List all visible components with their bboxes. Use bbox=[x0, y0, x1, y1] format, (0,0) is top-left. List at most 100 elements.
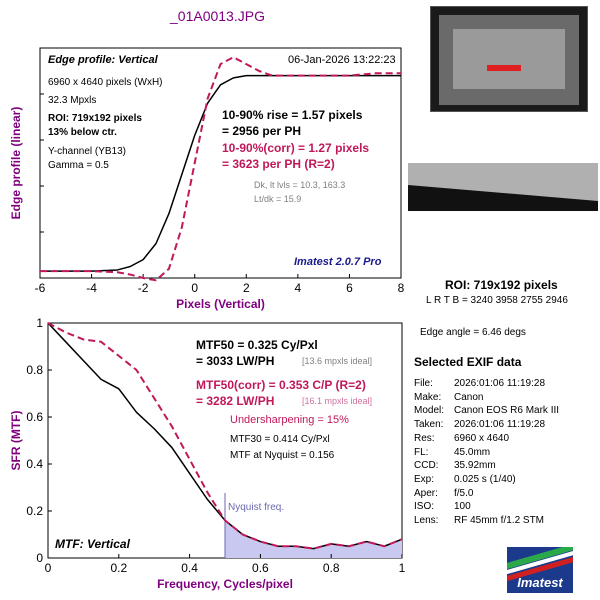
roi-thumbnail bbox=[430, 6, 588, 112]
software-version: Imatest 2.0.7 Pro bbox=[294, 256, 382, 268]
exif-key: Model: bbox=[414, 405, 445, 417]
mtf50-ideal: [13.6 mpxls ideal] bbox=[302, 356, 373, 366]
edge-profile-chart: -6 -4 -2 0 2 4 6 8 Pixels (Vertical) Edge profile… bbox=[9, 47, 405, 311]
edge-series-measured bbox=[40, 74, 401, 272]
edge-xtick-label: 2 bbox=[243, 281, 250, 295]
exif-row: Model: Canon EOS R6 Mark III bbox=[414, 405, 559, 416]
exif-key: Res: bbox=[414, 432, 435, 444]
mtf-ytick-label: 0.2 bbox=[26, 504, 43, 518]
edge-x-axis-label: Pixels (Vertical) bbox=[176, 297, 265, 311]
mtf-xtick-label: 0.8 bbox=[323, 561, 340, 575]
mtf-xtick-label: 0.2 bbox=[110, 561, 127, 575]
mtf-xtick-label: 1 bbox=[399, 561, 406, 575]
exif-key: Lens: bbox=[414, 515, 439, 526]
edge-series-corrected bbox=[40, 56, 401, 282]
edge-plot-frame bbox=[39, 47, 402, 279]
exif-row: Taken: 2026:01:06 11:19:28 bbox=[414, 419, 545, 430]
mtf-ytick-label: 0.8 bbox=[26, 363, 43, 377]
exif-key: Taken: bbox=[414, 419, 444, 431]
mtf-at-nyquist: MTF at Nyquist = 0.156 bbox=[230, 450, 335, 461]
roi-bounds: L R T B = 3240 3958 2755 2946 bbox=[426, 295, 568, 306]
exif-value: 35.92mm bbox=[454, 460, 496, 472]
rise-corrected: 10-90%(corr) = 1.27 pixels bbox=[222, 141, 370, 155]
image-size: 6960 x 4640 pixels (WxH) bbox=[48, 77, 163, 88]
edge-y-axis-label: Edge profile (linear) bbox=[9, 107, 23, 220]
corr-ideal: [16.1 mpxls ideal] bbox=[302, 396, 373, 406]
image-mpxls: 32.3 Mpxls bbox=[48, 95, 97, 106]
exif-value: RF 45mm f/1.2 STM bbox=[454, 515, 545, 526]
roi-marker bbox=[487, 65, 521, 71]
edge-xtick-label: 6 bbox=[346, 281, 353, 295]
exif-key: File: bbox=[414, 378, 433, 389]
edge-angle: Edge angle = 6.46 degs bbox=[420, 327, 526, 338]
exif-row: Make: Canon bbox=[414, 392, 483, 403]
mtf-xtick-label: 0.4 bbox=[181, 561, 198, 575]
mtf50-lwph: = 3033 LW/PH bbox=[196, 354, 275, 368]
rise-corrected-per-ph: = 3623 per PH (R=2) bbox=[222, 157, 335, 171]
rise-per-ph: = 2956 per PH bbox=[222, 124, 302, 138]
nyquist-region bbox=[225, 520, 402, 558]
edge-xtick-label: -4 bbox=[86, 281, 97, 295]
mtf-ytick-label: 1 bbox=[36, 316, 43, 330]
exif-value: 100 bbox=[454, 501, 471, 513]
exif-row: ISO: 100 bbox=[414, 501, 471, 512]
exif-value: 2026:01:06 11:19:28 bbox=[454, 419, 546, 431]
edge-xtick-label: -2 bbox=[138, 281, 149, 295]
exif-value: Canon bbox=[454, 391, 484, 403]
mtf50-corrected: MTF50(corr) = 0.353 C/P (R=2) bbox=[196, 378, 366, 392]
light-dark-ratio: Lt/dk = 15.9 bbox=[254, 194, 302, 204]
exif-value: 6960 x 4640 bbox=[454, 432, 510, 444]
channel: Y-channel (YB13) bbox=[48, 146, 127, 157]
mtf-y-axis-label: SFR (MTF) bbox=[9, 411, 23, 471]
mtf50: MTF50 = 0.325 Cy/Pxl bbox=[196, 338, 318, 352]
imatest-logo: Imatest bbox=[507, 547, 573, 593]
exif-value: f/5.0 bbox=[454, 487, 474, 499]
mtf-series-corrected bbox=[47, 322, 403, 550]
mtf-xtick-label: 0 bbox=[45, 561, 52, 575]
mtf-panel-label: MTF: Vertical bbox=[55, 537, 130, 551]
exif-row: Exp: 0.025 s (1/40) bbox=[414, 474, 516, 485]
exif-key: FL: bbox=[414, 446, 429, 458]
rise-distance: 10-90% rise = 1.57 pixels bbox=[222, 108, 363, 122]
exif-key: ISO: bbox=[414, 501, 435, 513]
mtf30: MTF30 = 0.414 Cy/Pxl bbox=[230, 434, 330, 445]
mtf-ytick-label: 0.4 bbox=[26, 457, 43, 471]
file-title: _01A0013.JPG bbox=[170, 8, 265, 24]
exif-value: 0.025 s (1/40) bbox=[454, 473, 516, 485]
capture-datetime: 06-Jan-2026 13:22:23 bbox=[288, 54, 396, 66]
mtf-x-axis-label: Frequency, Cycles/pixel bbox=[157, 577, 293, 591]
gamma: Gamma = 0.5 bbox=[48, 160, 109, 171]
nyquist-label: Nyquist freq. bbox=[228, 502, 285, 513]
exif-value: Canon EOS R6 Mark III bbox=[454, 405, 560, 417]
exif-key: Aper: bbox=[414, 487, 438, 499]
exif-value: 2026:01:06 11:19:28 bbox=[454, 378, 546, 389]
exif-key: Exp: bbox=[414, 473, 435, 485]
exif-value: 45.0mm bbox=[454, 446, 491, 458]
mtf-xtick-label: 0.6 bbox=[252, 561, 269, 575]
roi-size: ROI: 719x192 pixels bbox=[48, 113, 142, 124]
edge-xtick-label: 8 bbox=[398, 281, 405, 295]
exif-row: FL: 45.0mm bbox=[414, 447, 490, 458]
logo-text: Imatest bbox=[517, 575, 563, 590]
exif-key: Make: bbox=[414, 391, 442, 403]
mtf50-corrected-lwph: = 3282 LW/PH bbox=[196, 394, 275, 408]
roi-title: ROI: 719x192 pixels bbox=[445, 278, 558, 292]
roi-edge-crop bbox=[408, 163, 598, 211]
exif-row: CCD: 35.92mm bbox=[414, 460, 496, 471]
mtf-ytick-label: 0.6 bbox=[26, 410, 43, 424]
chart-patch-thumb bbox=[453, 29, 565, 89]
edge-panel-label: Edge profile: Vertical bbox=[48, 54, 158, 66]
edge-xtick-label: 0 bbox=[191, 281, 198, 295]
exif-row: File: 2026:01:06 11:19:28 bbox=[414, 378, 545, 389]
dark-light-levels: Dk, lt lvls = 10.3, 163.3 bbox=[254, 180, 346, 190]
edge-xtick-label: 4 bbox=[295, 281, 302, 295]
exif-title: Selected EXIF data bbox=[414, 355, 522, 369]
exif-key: CCD: bbox=[414, 460, 439, 472]
edge-xtick-label: -6 bbox=[35, 281, 46, 295]
mtf-ytick-label: 0 bbox=[36, 551, 43, 565]
exif-row: Aper: f/5.0 bbox=[414, 488, 473, 499]
roi-position: 13% below ctr. bbox=[48, 127, 117, 138]
undersharpening: Undersharpening = 15% bbox=[230, 414, 349, 426]
exif-row: Res: 6960 x 4640 bbox=[414, 433, 509, 444]
